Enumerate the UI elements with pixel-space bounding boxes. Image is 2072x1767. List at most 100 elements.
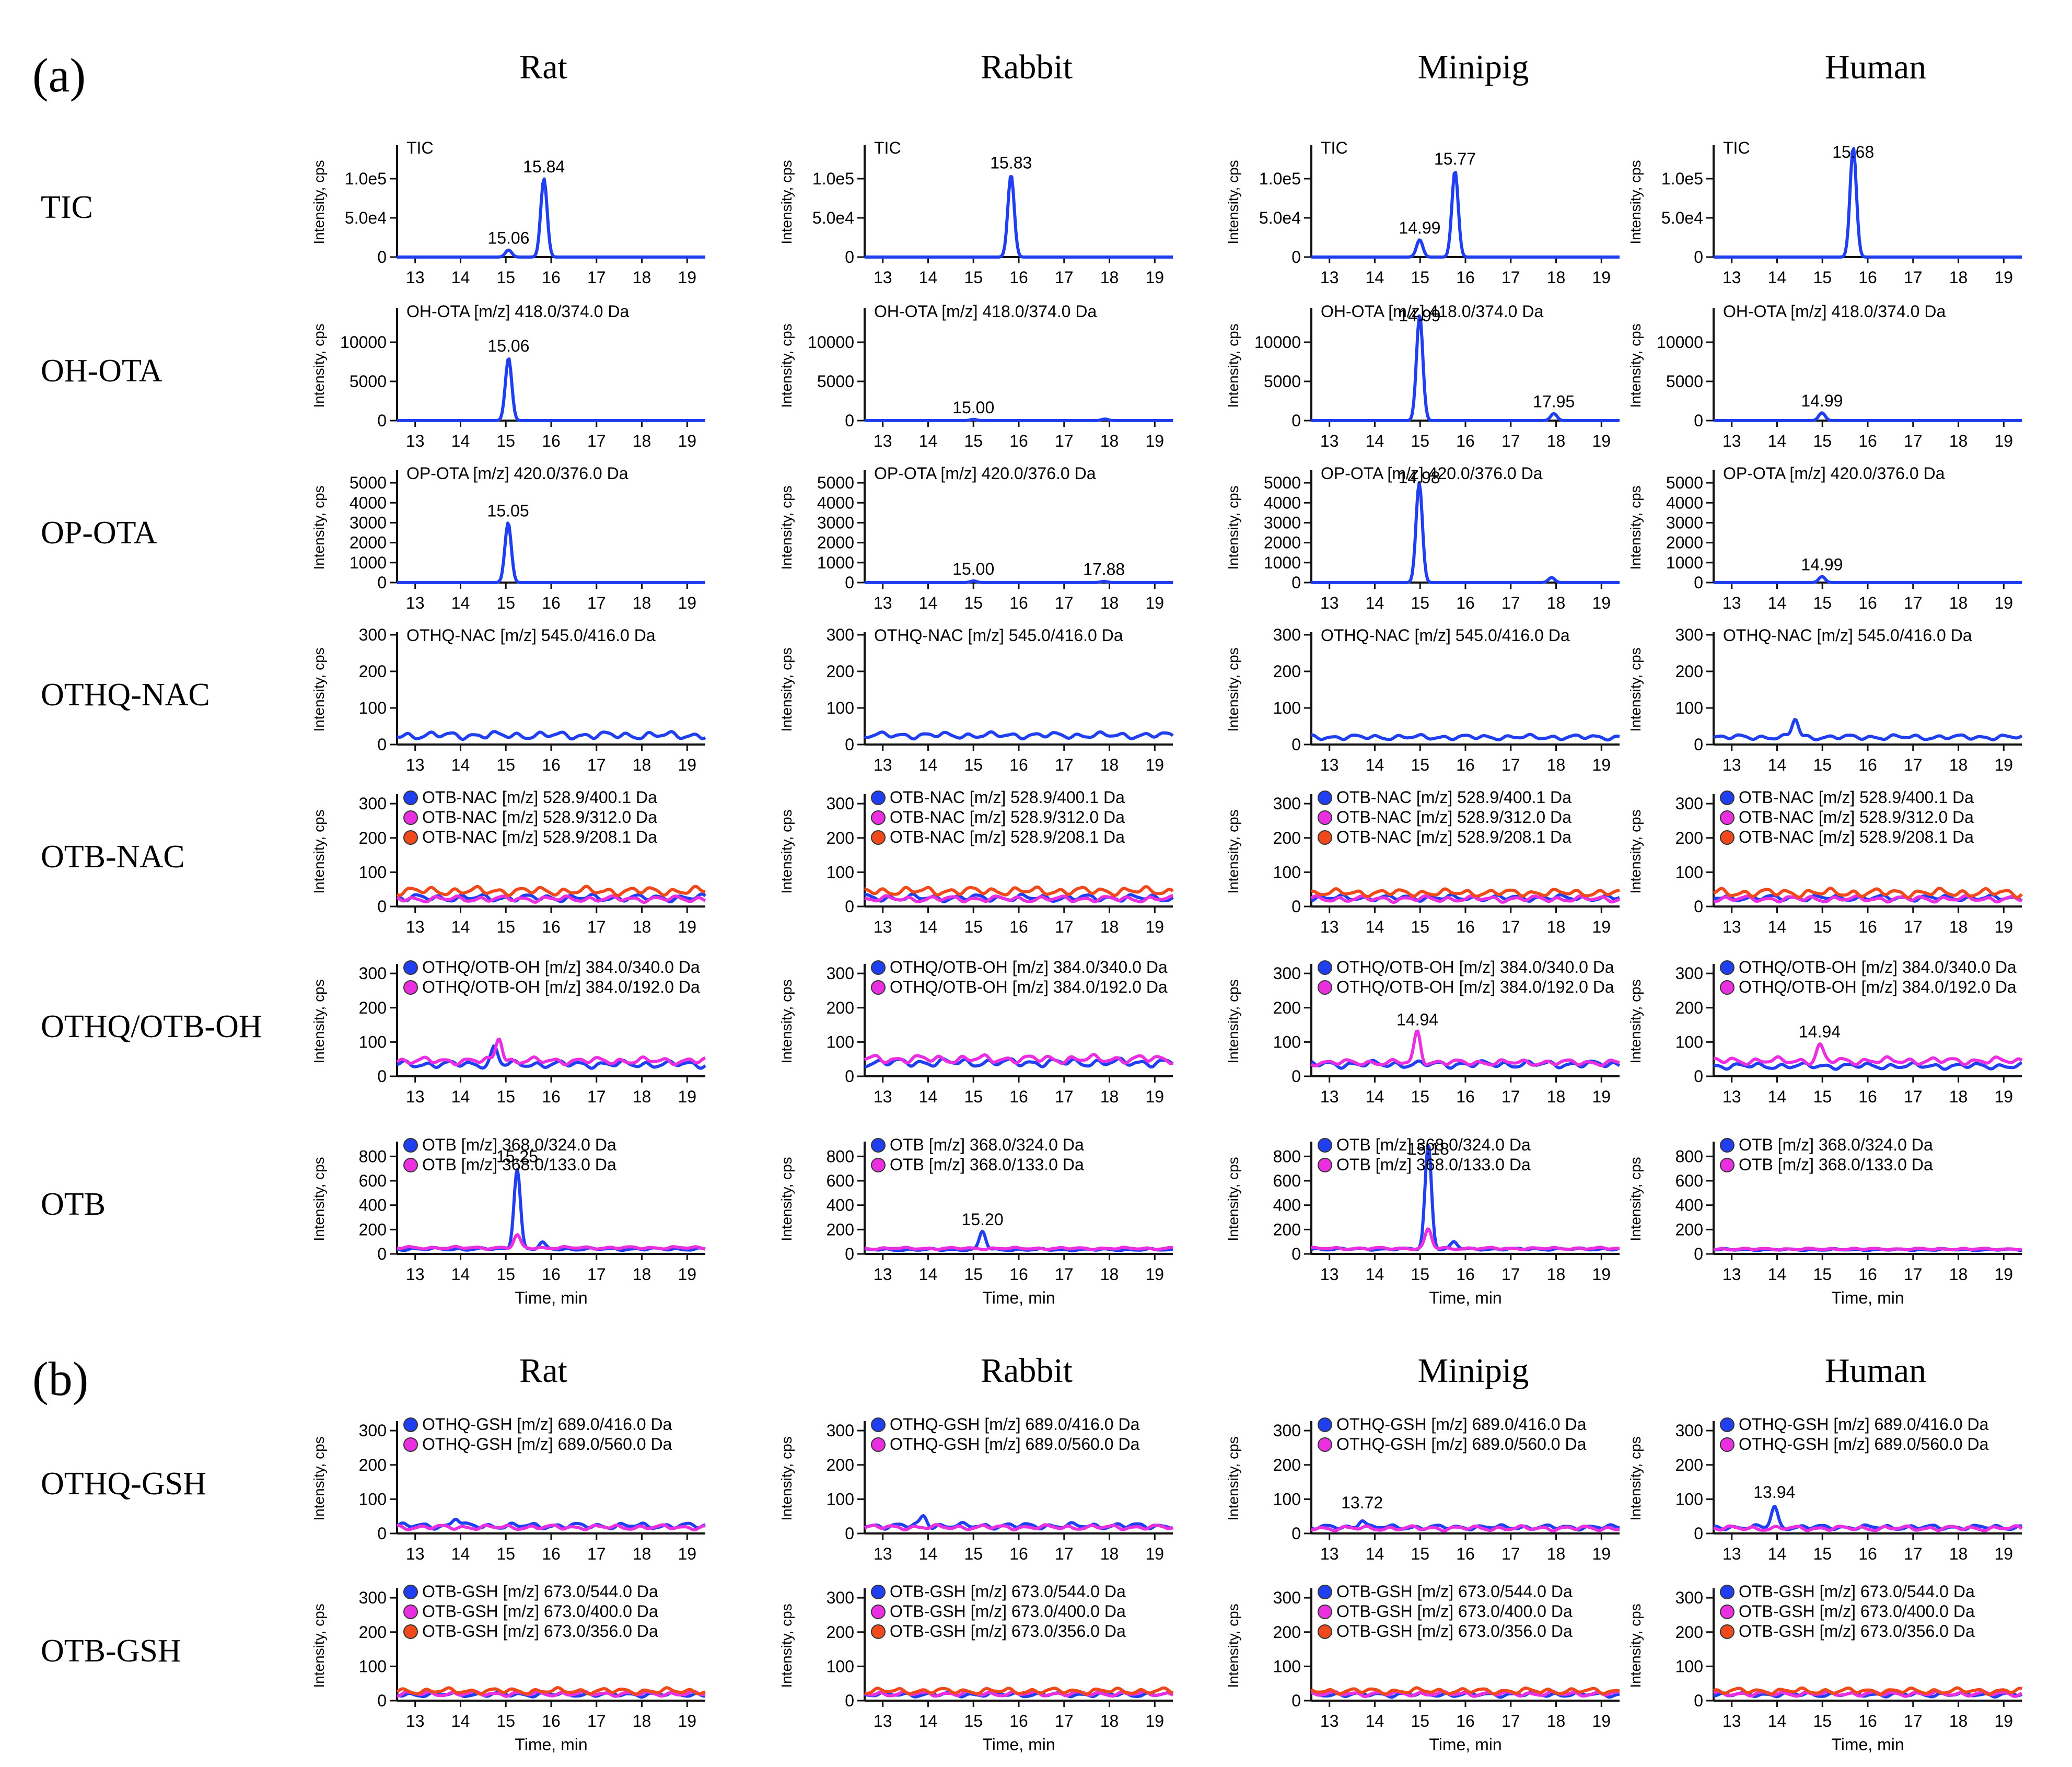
y-tick-label: 2000 xyxy=(350,533,387,552)
y-tick-label: 200 xyxy=(359,998,387,1017)
x-tick-label: 15 xyxy=(1411,917,1429,936)
y-axis-label: Intensity, cps xyxy=(1225,323,1241,408)
y-tick-label: 200 xyxy=(827,829,854,847)
trace-series-2 xyxy=(397,1233,706,1251)
x-tick-label: 14 xyxy=(451,594,470,612)
x-tick-label: 17 xyxy=(587,755,606,774)
legend-entry: OTB-NAC [m/z] 528.9/208.1 Da xyxy=(1739,828,1974,846)
x-tick-label: 18 xyxy=(1949,1544,1968,1563)
x-tick-label: 18 xyxy=(1100,432,1119,450)
x-tick-label: 19 xyxy=(1592,917,1611,936)
x-tick-label: 13 xyxy=(1320,1265,1339,1284)
trace-series-2 xyxy=(1311,1524,1620,1533)
x-tick-label: 17 xyxy=(1904,1087,1923,1106)
panel-otb-gsh-minipig: 0 100 200 300 13 14 15 16 17 18 19 Intensity, cps Ti… xyxy=(1225,1582,1620,1754)
legend-entry: OTB-GSH [m/z] 673.0/400.0 Da xyxy=(1336,1602,1573,1621)
x-tick-label: 15 xyxy=(964,1712,983,1730)
x-tick-label: 14 xyxy=(919,594,938,612)
y-tick-label: 800 xyxy=(1675,1147,1703,1166)
legend-entry: OTB-GSH [m/z] 673.0/356.0 Da xyxy=(1739,1622,1975,1641)
y-tick-label: 300 xyxy=(1273,625,1301,644)
legend-entry: OTB-GSH [m/z] 673.0/356.0 Da xyxy=(890,1622,1126,1641)
legend-entry: OTB [m/z] 368.0/133.0 Da xyxy=(1739,1155,1933,1174)
legend-entry: OTHQ-GSH [m/z] 689.0/416.0 Da xyxy=(422,1415,672,1434)
legend-entry: OTB-NAC [m/z] 528.9/208.1 Da xyxy=(422,828,657,846)
x-tick-label: 13 xyxy=(1722,1087,1741,1106)
trace-series-2 xyxy=(396,894,706,904)
x-tick-label: 13 xyxy=(874,755,892,774)
x-tick-label: 19 xyxy=(1592,1265,1611,1284)
x-tick-label: 18 xyxy=(1100,917,1119,936)
y-axis-label: Intensity, cps xyxy=(311,323,327,408)
x-tick-label: 13 xyxy=(406,1712,425,1730)
legend-marker-2 xyxy=(1720,1605,1735,1619)
legend-entry: OH-OTA [m/z] 418.0/374.0 Da xyxy=(1321,302,1543,321)
y-tick-label: 100 xyxy=(827,1657,854,1676)
x-tick-label: 18 xyxy=(1949,755,1968,774)
x-tick-label: 19 xyxy=(1145,594,1164,612)
trace-series-2 xyxy=(1713,1042,2023,1066)
legend-entry: OTHQ-GSH [m/z] 689.0/560.0 Da xyxy=(1336,1435,1587,1454)
x-tick-label: 13 xyxy=(874,1265,892,1284)
y-axis-label: Intensity, cps xyxy=(1225,1603,1241,1688)
y-tick-label: 1000 xyxy=(817,553,854,572)
x-tick-label: 13 xyxy=(1722,594,1741,612)
x-axis-label: Time, min xyxy=(1831,1288,1904,1307)
legend-entry: OP-OTA [m/z] 420.0/376.0 Da xyxy=(874,464,1096,483)
y-tick-label: 800 xyxy=(359,1147,387,1166)
y-tick-label: 0 xyxy=(1694,411,1703,430)
peak-label: 15.00 xyxy=(952,560,994,578)
panel-tic-rabbit: 0 5.0e4 1.0e5 13 14 15 16 17 18 19 Intensity, cps T… xyxy=(778,138,1173,287)
x-tick-label: 15 xyxy=(964,268,983,287)
y-tick-label: 0 xyxy=(377,573,387,592)
y-axis-label: Intensity, cps xyxy=(311,485,327,569)
legend-entry: OTB-NAC [m/z] 528.9/208.1 Da xyxy=(890,828,1125,846)
x-tick-label: 16 xyxy=(1858,432,1877,450)
row-labels: TIC OH-OTA OP-OTA OTHQ-NAC OTB-NAC OTHQ/OTB-O… xyxy=(41,190,262,1669)
y-tick-label: 0 xyxy=(1291,897,1301,916)
x-tick-label: 13 xyxy=(874,594,892,612)
y-tick-label: 200 xyxy=(1675,662,1703,681)
legend-entry: OTB-GSH [m/z] 673.0/400.0 Da xyxy=(1739,1602,1975,1621)
legend-entry: OTHQ-GSH [m/z] 689.0/416.0 Da xyxy=(1739,1415,1989,1434)
y-tick-label: 0 xyxy=(1291,248,1301,266)
y-axis-label: Intensity, cps xyxy=(311,647,327,731)
peak-label: 14.99 xyxy=(1801,555,1843,574)
x-tick-label: 15 xyxy=(964,1087,983,1106)
y-tick-label: 0 xyxy=(1694,735,1703,754)
species-header-human-b: Human xyxy=(1825,1352,1926,1390)
x-axis-label: Time, min xyxy=(1429,1735,1501,1754)
y-axis-label: Intensity, cps xyxy=(1225,1157,1241,1241)
trace-series-1 xyxy=(1713,575,2022,584)
legend-marker-1 xyxy=(403,1585,418,1599)
legend-entry: OTB-GSH [m/z] 673.0/356.0 Da xyxy=(422,1622,658,1641)
legend-entry: TIC xyxy=(406,138,434,157)
x-tick-label: 14 xyxy=(1366,1544,1384,1563)
x-tick-label: 16 xyxy=(1009,1712,1028,1730)
y-tick-label: 0 xyxy=(1694,1245,1703,1263)
y-tick-label: 1.0e5 xyxy=(812,169,854,188)
y-tick-label: 1000 xyxy=(1264,553,1301,572)
x-tick-label: 18 xyxy=(1100,268,1119,287)
panel-tic-minipig: 0 5.0e4 1.0e5 13 14 15 16 17 18 19 Intensity, cps T… xyxy=(1225,138,1620,287)
legend-entry: OTB-NAC [m/z] 528.9/312.0 Da xyxy=(422,808,657,827)
y-axis-label: Intensity, cps xyxy=(311,1603,327,1688)
legend-entry: OTB-NAC [m/z] 528.9/400.1 Da xyxy=(890,788,1125,807)
panel-otb-gsh-human: 0 100 200 300 13 14 15 16 17 18 19 Intensity, cps Ti… xyxy=(1627,1582,2023,1754)
x-tick-label: 17 xyxy=(1904,1265,1923,1284)
y-axis-label: Intensity, cps xyxy=(1627,979,1644,1063)
x-tick-label: 16 xyxy=(1456,755,1475,774)
y-tick-label: 5000 xyxy=(1666,473,1703,492)
y-tick-label: 0 xyxy=(845,1245,854,1263)
x-tick-label: 14 xyxy=(1366,594,1384,612)
x-tick-label: 16 xyxy=(1858,268,1877,287)
x-tick-label: 18 xyxy=(633,432,651,450)
x-tick-label: 14 xyxy=(919,432,938,450)
y-tick-label: 5000 xyxy=(817,372,854,391)
legend-entry: OTHQ-NAC [m/z] 545.0/416.0 Da xyxy=(874,626,1123,645)
panel-otb-nac-rabbit: 0 100 200 300 13 14 15 16 17 18 19 Intensity, cps OT… xyxy=(778,788,1174,936)
peak-label: 14.98 xyxy=(1398,468,1440,487)
x-tick-label: 18 xyxy=(1949,268,1968,287)
legend-marker-1 xyxy=(1720,791,1735,805)
